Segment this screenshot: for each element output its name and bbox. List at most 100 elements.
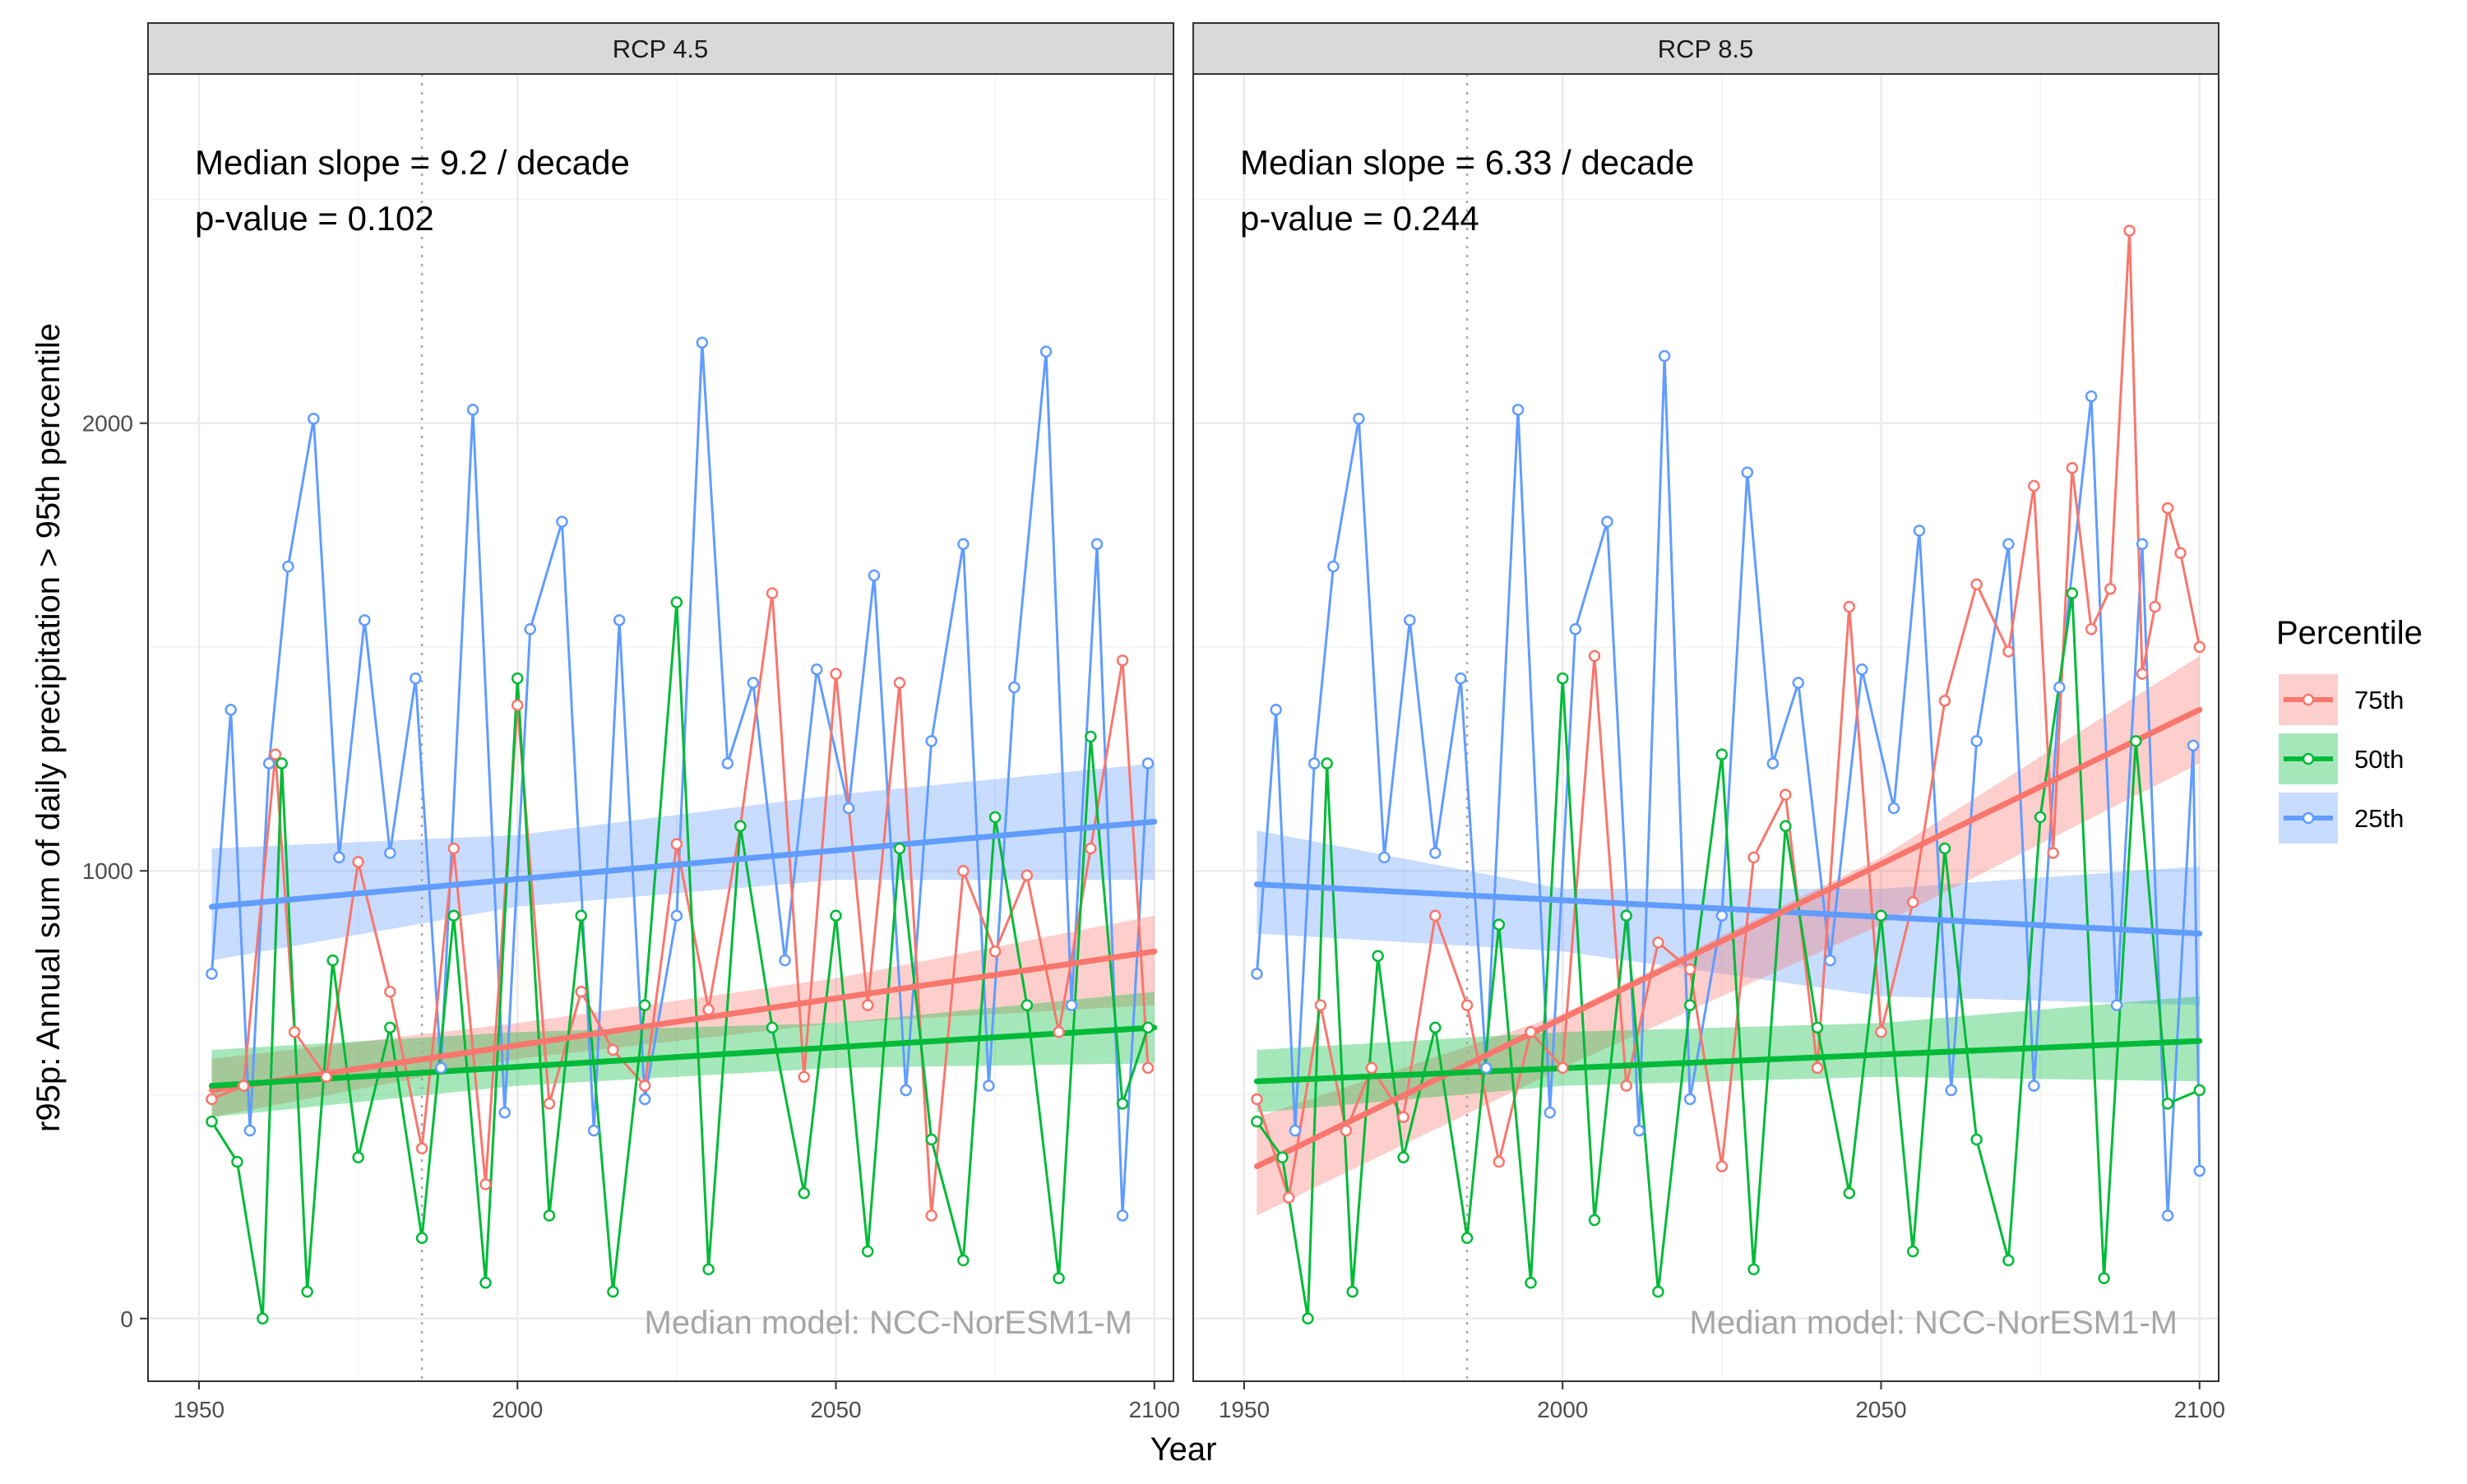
data-point-50th: [1652, 1285, 1664, 1298]
data-point-75th: [384, 986, 396, 998]
data-point-25th: [1887, 802, 1900, 815]
data-point-25th: [556, 515, 568, 528]
data-point-25th: [811, 663, 823, 676]
data-point-75th: [1116, 654, 1129, 667]
trend-line-75th: [208, 948, 1158, 1093]
data-point-50th: [479, 1276, 492, 1289]
data-point-75th: [1683, 963, 1696, 976]
data-point-75th: [1652, 936, 1664, 949]
data-point-75th: [957, 864, 970, 877]
data-point-25th: [721, 757, 734, 770]
data-point-75th: [1053, 1026, 1065, 1038]
data-point-50th: [1906, 1245, 1919, 1258]
data-point-75th: [511, 699, 524, 712]
trend-line-50th: [208, 1024, 1158, 1089]
data-point-50th: [2034, 811, 2047, 824]
data-point-50th: [1085, 730, 1097, 743]
data-point-50th: [861, 1245, 874, 1258]
data-point-75th: [1314, 999, 1327, 1011]
data-point-50th: [1116, 1098, 1129, 1110]
data-point-50th: [1141, 1021, 1155, 1034]
data-point-25th: [1480, 1061, 1493, 1075]
data-point-25th: [2193, 1164, 2206, 1177]
data-point-75th: [1938, 695, 1951, 707]
data-point-25th: [1945, 1084, 1957, 1097]
data-point-25th: [613, 614, 626, 626]
y-axis-ticks: 0 1000 2000: [82, 411, 148, 1332]
data-point-25th: [2161, 1209, 2174, 1222]
data-point-75th: [2123, 224, 2136, 237]
x-tick-label: 2050: [1855, 1397, 1906, 1422]
trend-line-75th: [1253, 706, 2203, 1170]
data-point-50th: [543, 1209, 556, 1222]
data-point-25th: [1569, 622, 1581, 636]
data-point-75th: [2161, 502, 2174, 515]
data-point-25th: [2136, 538, 2149, 550]
data-point-75th: [1715, 1160, 1729, 1172]
data-point-50th: [326, 954, 339, 967]
data-point-75th: [1141, 1061, 1155, 1075]
data-point-25th: [1327, 560, 1340, 573]
data-point-75th: [638, 1079, 651, 1092]
x-tick-label: 2050: [810, 1397, 861, 1422]
data-point-50th: [1683, 999, 1696, 1011]
data-point-75th: [861, 999, 874, 1011]
data-point-50th: [1588, 1214, 1601, 1227]
data-point-75th: [607, 1043, 619, 1056]
data-point-25th: [587, 1124, 600, 1137]
data-point-25th: [1455, 672, 1467, 685]
series-line-50th: [1256, 592, 2201, 1320]
data-point-25th: [1429, 847, 1442, 859]
data-point-75th: [1747, 851, 1760, 864]
data-point-25th: [1632, 1124, 1645, 1137]
data-point-50th: [384, 1021, 396, 1034]
panel-border: [147, 73, 1174, 1382]
p-value-annotation: p-value = 0.244: [1240, 199, 1479, 238]
data-point-75th: [1282, 1191, 1295, 1204]
data-point-25th: [262, 757, 275, 770]
p-value-annotation: p-value = 0.102: [195, 199, 434, 238]
data-point-50th: [1321, 757, 1333, 770]
data-point-25th: [333, 851, 345, 864]
data-point-25th: [779, 954, 791, 967]
data-point-25th: [1141, 757, 1155, 770]
data-point-75th: [1251, 1093, 1263, 1106]
data-point-25th: [1378, 851, 1391, 864]
data-point-75th: [1588, 650, 1601, 663]
data-point-50th: [257, 1312, 269, 1325]
trend-line-25th: [208, 818, 1158, 910]
data-point-25th: [282, 560, 294, 573]
x-axis-title: Year: [1150, 1431, 1217, 1468]
data-point-25th: [1544, 1107, 1556, 1119]
legend-label: 75th: [2354, 686, 2404, 714]
data-point-50th: [607, 1285, 619, 1298]
x-tick-label: 2100: [1129, 1397, 1180, 1422]
data-point-25th: [359, 614, 371, 626]
panel-border: [1192, 73, 2219, 1382]
data-point-75th: [1085, 842, 1097, 855]
data-point-75th: [206, 1093, 218, 1106]
data-point-75th: [1875, 1026, 1887, 1038]
x-tick-label: 2000: [1537, 1397, 1588, 1422]
data-point-75th: [1843, 600, 1856, 613]
data-point-75th: [1811, 1061, 1824, 1075]
data-point-50th: [511, 672, 524, 685]
data-point-25th: [1824, 954, 1836, 967]
data-point-50th: [2161, 1098, 2174, 1110]
data-point-25th: [900, 1084, 912, 1097]
data-point-75th: [2136, 668, 2149, 680]
data-point-50th: [352, 1151, 364, 1163]
data-point-25th: [308, 413, 320, 425]
data-point-50th: [1843, 1187, 1856, 1200]
data-point-25th: [638, 1093, 651, 1106]
data-point-75th: [1460, 999, 1474, 1011]
data-point-25th: [384, 847, 396, 859]
data-point-75th: [2066, 461, 2079, 474]
data-point-25th: [1715, 909, 1729, 922]
data-point-25th: [1741, 466, 1754, 478]
data-point-75th: [766, 587, 779, 599]
data-point-25th: [1766, 757, 1780, 770]
data-point-25th: [868, 569, 881, 582]
data-point-75th: [1340, 1124, 1353, 1137]
